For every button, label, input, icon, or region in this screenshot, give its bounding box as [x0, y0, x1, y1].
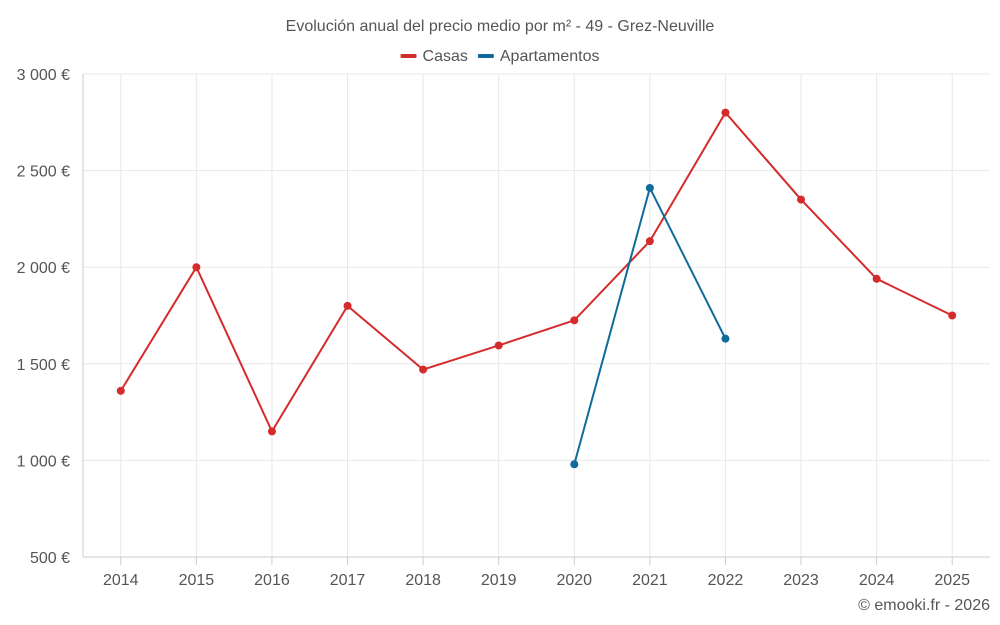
data-point-casas: [192, 263, 201, 272]
y-tick-label: 3 000 €: [17, 67, 70, 84]
legend: Casas Apartamentos: [400, 48, 600, 65]
legend-label: Casas: [423, 48, 468, 65]
chart-title: Evolución anual del precio medio por m² …: [286, 18, 715, 35]
data-point-casas: [872, 274, 881, 283]
x-tick-label: 2014: [103, 572, 139, 589]
y-tick-label: 2 500 €: [17, 164, 70, 181]
data-point-casas: [721, 108, 730, 117]
x-tick-label: 2025: [934, 572, 970, 589]
x-tick-label: 2017: [330, 572, 366, 589]
legend-swatch: [400, 54, 417, 58]
x-axis: 2014 2015 2016 2017 2018 2019 2020 2021 2022 2023…: [82, 74, 990, 589]
y-tick-label: 1 000 €: [17, 453, 70, 470]
legend-item-apartamentos: Apartamentos: [477, 48, 600, 65]
y-tick-label: 500 €: [30, 550, 70, 567]
data-point-casas: [343, 301, 352, 310]
x-tick-label: 2018: [405, 572, 441, 589]
data-point-casas: [570, 316, 579, 325]
y-axis: 500 € 1 000 € 1 500 € 2 000 € 2 500 € 3 000 €: [17, 67, 70, 567]
data-point-casas: [116, 386, 125, 395]
credit-text: © emooki.fr - 2026: [858, 597, 990, 614]
y-tick-label: 2 000 €: [17, 260, 70, 277]
x-tick-label: 2024: [859, 572, 895, 589]
series-layer: [116, 108, 957, 469]
data-point-casas: [419, 365, 428, 374]
data-point-casas: [797, 195, 806, 204]
data-point-apartamentos: [645, 183, 654, 192]
x-tick-label: 2021: [632, 572, 668, 589]
x-tick-label: 2015: [179, 572, 215, 589]
y-tick-label: 1 500 €: [17, 357, 70, 374]
data-point-casas: [645, 237, 654, 246]
x-tick-label: 2019: [481, 572, 517, 589]
x-tick-label: 2020: [556, 572, 592, 589]
legend-swatch: [477, 54, 494, 58]
data-point-casas: [267, 427, 276, 436]
data-point-apartamentos: [570, 460, 579, 469]
legend-item-casas: Casas: [400, 48, 468, 65]
data-point-apartamentos: [721, 334, 730, 343]
x-tick-label: 2022: [708, 572, 744, 589]
data-point-casas: [948, 311, 957, 320]
data-point-casas: [494, 341, 503, 350]
x-tick-label: 2016: [254, 572, 290, 589]
legend-label: Apartamentos: [500, 48, 600, 65]
series-line-casas: [119, 111, 953, 433]
x-tick-label: 2023: [783, 572, 819, 589]
